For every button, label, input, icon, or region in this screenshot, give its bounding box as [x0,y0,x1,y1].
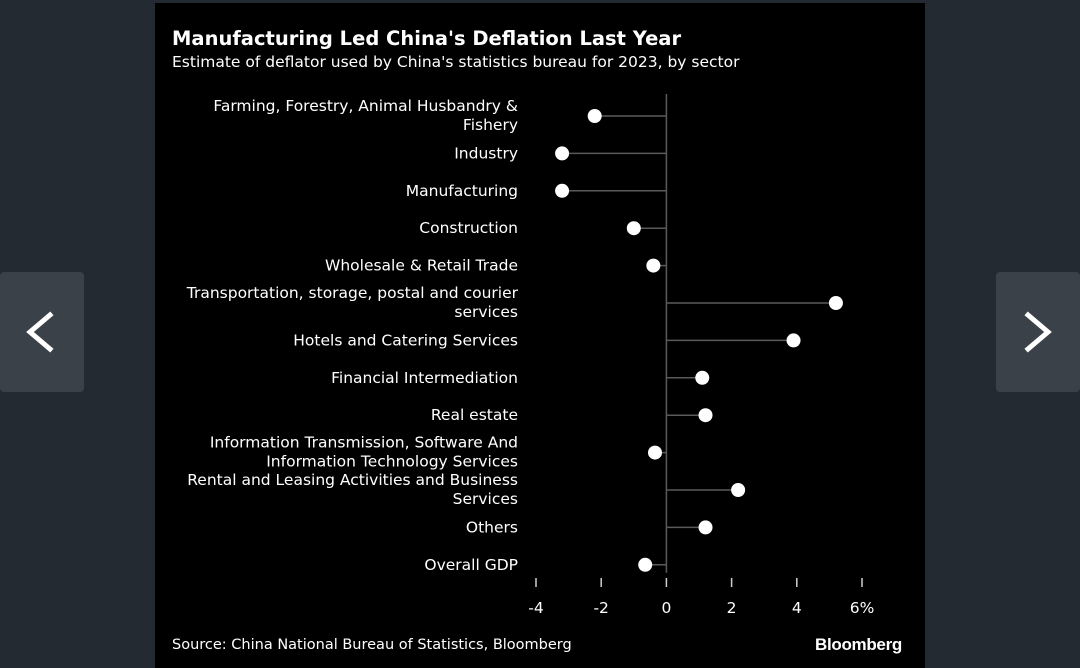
chart-subtitle: Estimate of deflator used by China's sta… [172,53,740,71]
category-label: Industry [454,144,518,162]
data-point [555,146,570,161]
chevron-left-icon [26,311,54,353]
category-label-line: Rental and Leasing Activities and Busine… [187,471,518,489]
dot-plot: Farming, Forestry, Animal Husbandry & Fis… [186,94,875,617]
category-label: Others [466,518,518,536]
x-tick-label: -2 [593,599,608,617]
category-label-line: Hotels and Catering Services [293,331,518,349]
category-label: Construction [419,219,518,237]
category-label-line: Fishery [463,116,518,134]
category-label-line: Others [466,518,518,536]
x-tick-label: 6% [850,599,875,617]
x-tick-label: 2 [727,599,737,617]
category-label-line: Information Technology Services [266,453,518,471]
category-label: Financial Intermediation [331,369,518,387]
x-tick-label: 4 [792,599,802,617]
data-point [698,408,713,423]
data-point [828,296,843,310]
category-label: Rental and Leasing Activities and Busine… [187,471,518,508]
data-point [731,483,746,497]
category-label: Wholesale & Retail Trade [325,257,518,275]
x-tick-label: -4 [528,599,543,617]
category-label-line: Industry [454,144,518,162]
category-label: Information Transmission, Software And In… [210,434,518,471]
category-label-line: Real estate [431,406,518,424]
chart-source: Source: China National Bureau of Statist… [172,637,572,653]
category-label-line: Construction [419,219,518,237]
category-label: Hotels and Catering Services [293,331,518,349]
category-label: Farming, Forestry, Animal Husbandry & Fis… [213,97,518,134]
data-point [555,183,570,198]
data-point [638,557,653,572]
category-label-line: services [454,303,518,321]
category-label: Real estate [431,406,518,424]
data-point [695,370,710,385]
category-label-line: Transportation, storage, postal and cour… [186,284,519,302]
previous-slide-button[interactable] [0,272,84,392]
category-label-line: Services [453,490,518,508]
chevron-right-icon [1024,311,1052,353]
category-label-line: Manufacturing [406,182,518,200]
chart-panel: Manufacturing Led China's Deflation Last… [155,3,925,668]
category-label-line: Wholesale & Retail Trade [325,257,518,275]
category-label: Manufacturing [406,182,518,200]
bloomberg-logo: Bloomberg [814,635,902,654]
data-point [646,258,661,273]
category-label: Transportation, storage, postal and cour… [186,284,519,321]
next-slide-button[interactable] [996,272,1080,392]
data-point [647,445,662,460]
x-tick-label: 0 [661,599,671,617]
category-label-line: Information Transmission, Software And [210,434,518,452]
category-label-line: Farming, Forestry, Animal Husbandry & [213,97,518,115]
data-point [626,221,641,236]
data-point [587,109,602,123]
chart-title: Manufacturing Led China's Deflation Last… [172,27,682,50]
category-label-line: Financial Intermediation [331,369,518,387]
data-point [786,333,801,348]
category-label: Overall GDP [424,556,518,574]
data-point [698,520,713,535]
category-label-line: Overall GDP [424,556,518,574]
